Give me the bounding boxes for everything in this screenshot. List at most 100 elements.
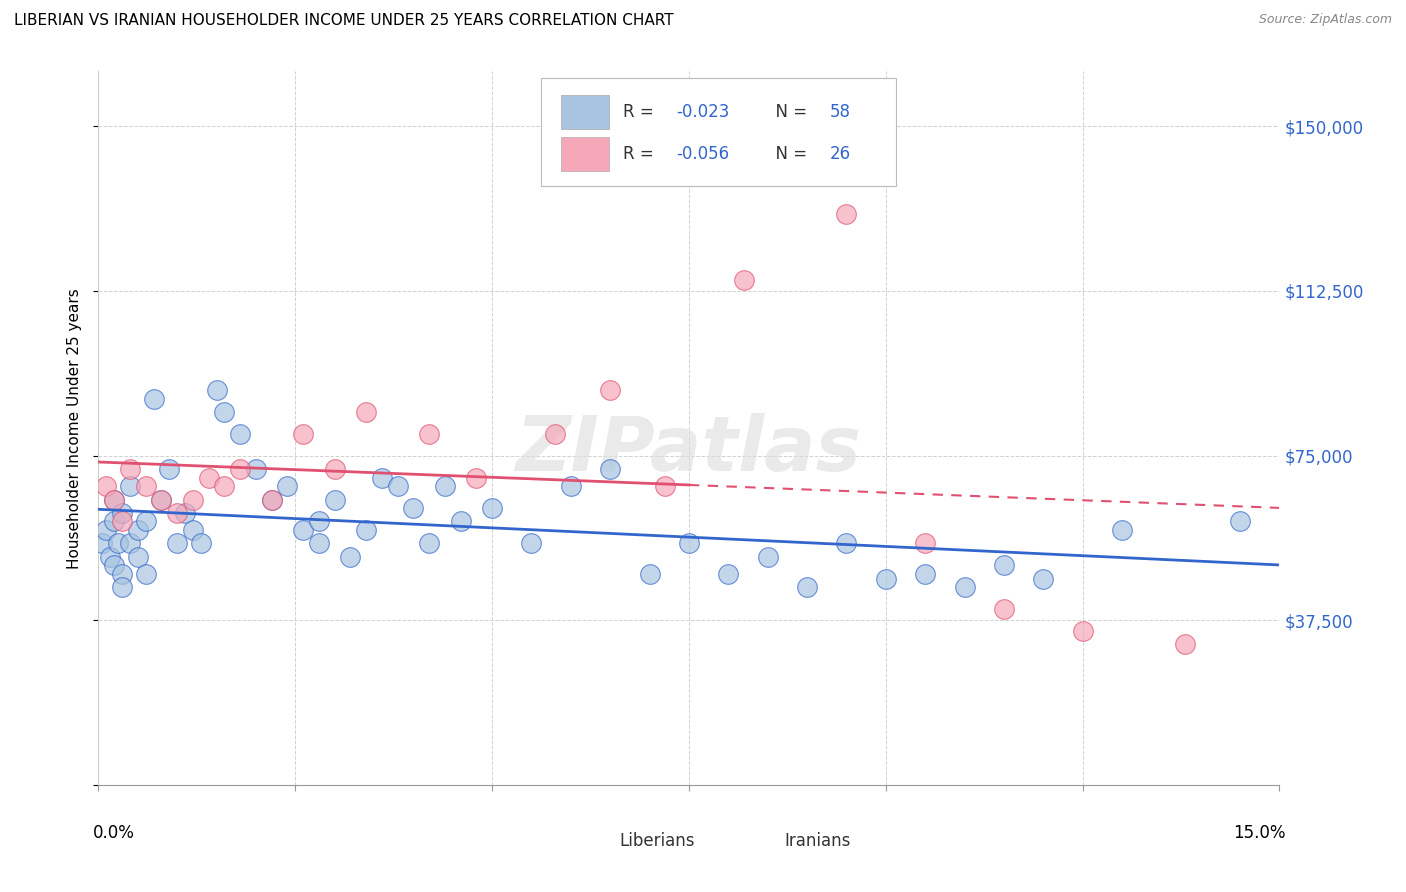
Text: LIBERIAN VS IRANIAN HOUSEHOLDER INCOME UNDER 25 YEARS CORRELATION CHART: LIBERIAN VS IRANIAN HOUSEHOLDER INCOME U… [14, 13, 673, 29]
Point [1174, 637, 1197, 651]
FancyBboxPatch shape [730, 830, 775, 853]
Point [260, 492, 283, 507]
Point [481, 501, 503, 516]
Text: N =: N = [765, 145, 811, 163]
Point [323, 462, 346, 476]
Point [166, 506, 188, 520]
Point [205, 383, 228, 397]
Point [103, 515, 125, 529]
Point [993, 602, 1015, 616]
Point [465, 470, 488, 484]
Point [98, 549, 121, 564]
Point [157, 462, 180, 476]
Text: R =: R = [623, 103, 659, 121]
Point [292, 523, 315, 537]
Point [520, 536, 543, 550]
Point [135, 515, 157, 529]
Point [638, 567, 661, 582]
Text: 26: 26 [830, 145, 851, 163]
Point [96, 523, 118, 537]
Text: 15.0%: 15.0% [1233, 824, 1285, 842]
Text: Iranians: Iranians [785, 831, 851, 849]
Point [166, 536, 188, 550]
Text: 58: 58 [830, 103, 851, 121]
Point [599, 462, 621, 476]
Point [111, 515, 134, 529]
Point [1229, 515, 1251, 529]
Point [418, 426, 440, 441]
Point [260, 492, 283, 507]
Point [181, 492, 204, 507]
Point [875, 572, 897, 586]
Point [953, 580, 976, 594]
Point [733, 273, 755, 287]
Point [354, 523, 377, 537]
Point [292, 426, 315, 441]
Point [111, 567, 134, 582]
Point [111, 580, 134, 594]
Point [214, 479, 236, 493]
Point [118, 462, 141, 476]
Point [323, 492, 346, 507]
Point [214, 405, 236, 419]
Point [599, 383, 621, 397]
Point [245, 462, 267, 476]
Point [111, 506, 134, 520]
Text: -0.056: -0.056 [676, 145, 730, 163]
Point [118, 479, 141, 493]
Point [835, 207, 858, 221]
Text: Liberians: Liberians [619, 831, 695, 849]
Point [118, 536, 141, 550]
Point [142, 392, 165, 406]
Text: N =: N = [765, 103, 811, 121]
Point [450, 515, 472, 529]
Point [150, 492, 173, 507]
Point [229, 426, 252, 441]
Text: R =: R = [623, 145, 659, 163]
Text: -0.023: -0.023 [676, 103, 730, 121]
Point [433, 479, 456, 493]
Point [418, 536, 440, 550]
Point [103, 558, 125, 573]
Point [678, 536, 700, 550]
FancyBboxPatch shape [561, 136, 609, 171]
Point [560, 479, 582, 493]
Point [371, 470, 394, 484]
Point [103, 492, 125, 507]
Text: 0.0%: 0.0% [93, 824, 135, 842]
Point [796, 580, 818, 594]
Point [103, 492, 125, 507]
Point [339, 549, 361, 564]
Point [107, 536, 129, 550]
Point [402, 501, 425, 516]
Point [91, 536, 114, 550]
Point [387, 479, 409, 493]
Point [135, 479, 157, 493]
Point [174, 506, 197, 520]
Y-axis label: Householder Income Under 25 years: Householder Income Under 25 years [66, 288, 82, 568]
FancyBboxPatch shape [561, 95, 609, 129]
Point [197, 470, 219, 484]
Point [135, 567, 157, 582]
Point [914, 536, 936, 550]
Point [127, 523, 149, 537]
Point [127, 549, 149, 564]
Point [96, 479, 118, 493]
FancyBboxPatch shape [565, 830, 610, 853]
Text: Source: ZipAtlas.com: Source: ZipAtlas.com [1258, 13, 1392, 27]
Point [756, 549, 779, 564]
Point [308, 536, 330, 550]
Point [229, 462, 252, 476]
Point [181, 523, 204, 537]
Text: ZIPatlas: ZIPatlas [516, 413, 862, 486]
Point [717, 567, 740, 582]
Point [150, 492, 173, 507]
FancyBboxPatch shape [541, 78, 896, 186]
Point [354, 405, 377, 419]
Point [1071, 624, 1094, 639]
Point [654, 479, 676, 493]
Point [276, 479, 298, 493]
Point [1111, 523, 1133, 537]
Point [308, 515, 330, 529]
Point [190, 536, 212, 550]
